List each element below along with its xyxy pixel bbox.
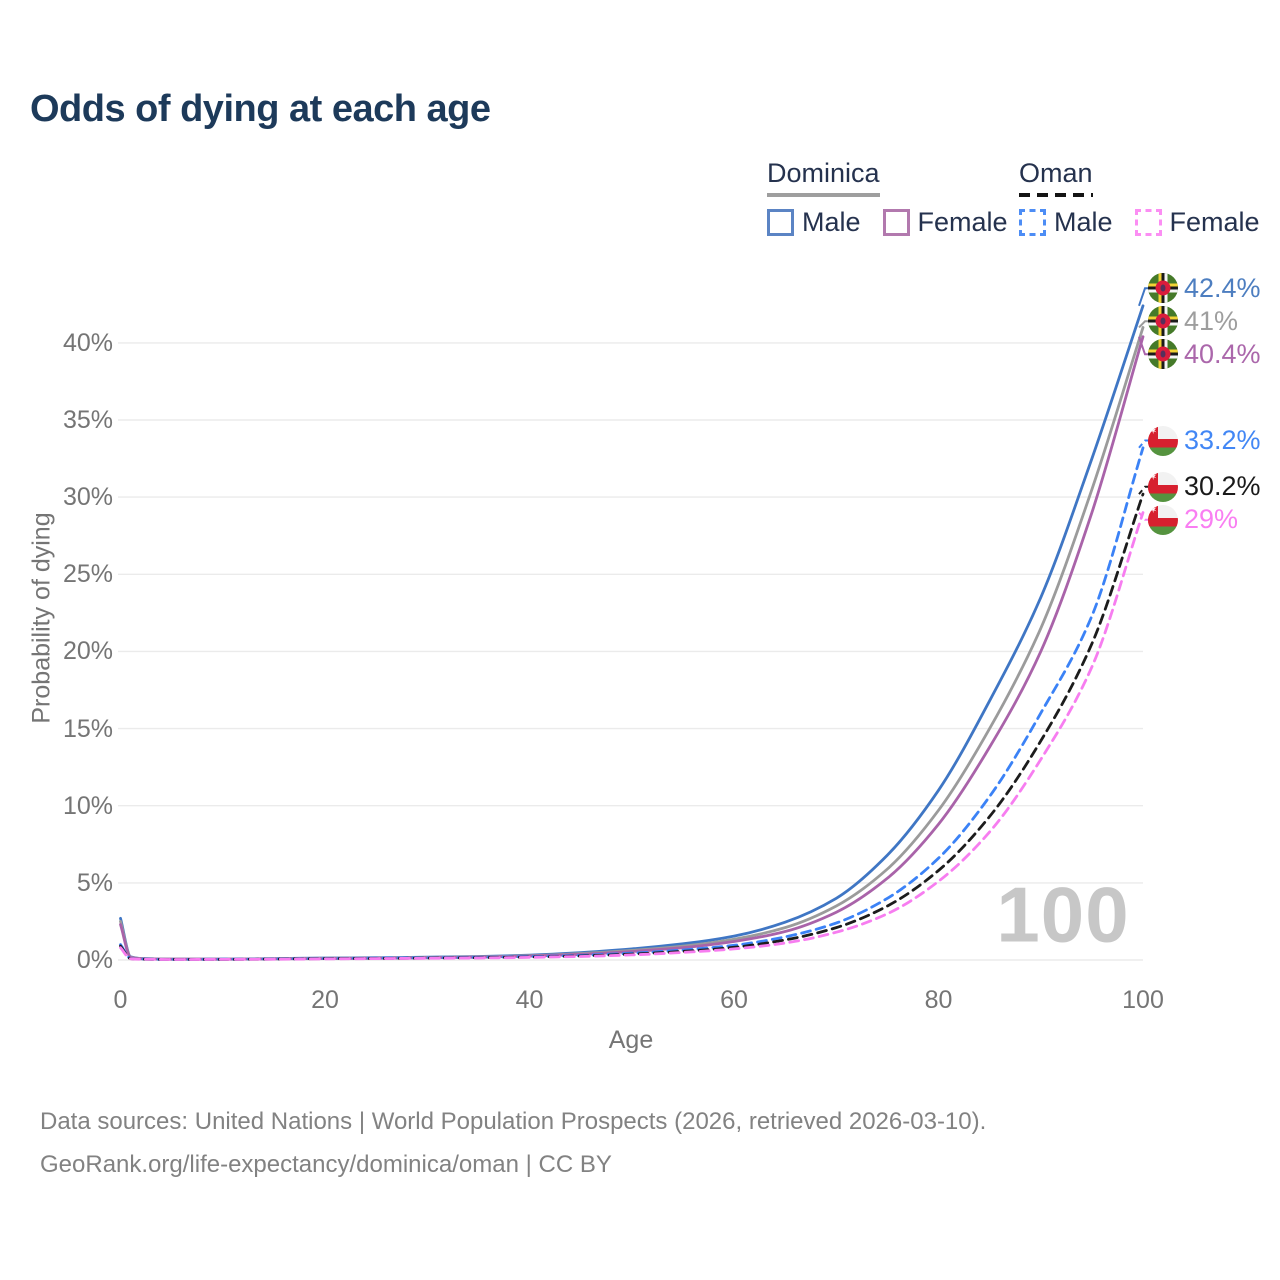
series-line-dominica-male: [119, 304, 1145, 961]
end-label-dominica-both: 41%: [1148, 305, 1238, 337]
legend-row-oman: Male Female: [1019, 207, 1260, 238]
dominica-female-swatch: [882, 209, 910, 236]
oman-dashed-line-swatch: [1019, 193, 1093, 197]
series-line-dominica-female: [119, 335, 1145, 961]
x-tick-label: 0: [113, 986, 128, 1014]
legend-item-oman-male[interactable]: Male: [1019, 207, 1113, 238]
dominica-male-swatch: [767, 209, 794, 236]
end-label-oman-male: ✶ 33.2%: [1148, 425, 1261, 457]
end-label-value: 29%: [1184, 504, 1239, 535]
x-axis-title: Age: [608, 1026, 654, 1054]
legend-country-dominica-label: Dominica: [767, 158, 880, 188]
end-label-value: 41%: [1184, 305, 1239, 336]
legend-item-oman-female[interactable]: Female: [1134, 207, 1260, 238]
legend-country-oman: Oman: [1019, 158, 1093, 197]
end-label-dominica-female: 40.4%: [1148, 338, 1261, 370]
legend-group-dominica: Dominica Male Female: [767, 158, 1008, 238]
y-tick-label: 0%: [76, 946, 113, 974]
oman-flag-icon: ✶: [1148, 425, 1178, 456]
dominica-female-label: Female: [917, 207, 1008, 237]
dominica-flag-icon: [1148, 339, 1178, 370]
y-tick-label: 30%: [62, 483, 113, 512]
y-tick-label: 35%: [62, 405, 113, 434]
end-label-value: 33.2%: [1184, 425, 1261, 456]
x-tick-label: 60: [720, 986, 748, 1014]
y-tick-label: 20%: [62, 637, 113, 666]
end-label-value: 30.2%: [1184, 471, 1261, 502]
footer: Data sources: United Nations | World Pop…: [40, 1100, 986, 1186]
oman-flag-icon: ✶: [1148, 471, 1178, 502]
oman-female-label: Female: [1169, 207, 1260, 237]
y-tick-label: 5%: [76, 868, 113, 897]
dominica-flag-icon: [1148, 273, 1178, 304]
x-tick-label: 20: [311, 986, 339, 1014]
legend-country-dominica: Dominica: [767, 158, 880, 197]
oman-male-swatch: [1019, 209, 1046, 236]
oman-female-swatch: [1134, 209, 1162, 236]
dominica-flag-icon: [1148, 306, 1178, 337]
end-label-oman-female: ✶ 29%: [1148, 504, 1238, 536]
oman-male-label: Male: [1054, 207, 1113, 237]
legend-item-dominica-male[interactable]: Male: [767, 207, 861, 238]
x-tick-label: 40: [515, 986, 544, 1014]
end-label-value: 42.4%: [1184, 272, 1261, 303]
y-tick-label: 10%: [62, 791, 113, 820]
y-tick-label: 15%: [62, 714, 113, 743]
end-label-oman-both: ✶ 30.2%: [1148, 471, 1261, 503]
y-tick-label: 40%: [62, 328, 113, 357]
legend-row-dominica: Male Female: [767, 207, 1008, 238]
legend-group-oman: Oman Male Female: [1019, 158, 1260, 238]
end-label-dominica-male: 42.4%: [1148, 272, 1261, 304]
series-line-dominica-both: [119, 326, 1145, 961]
y-tick-label: 25%: [62, 560, 113, 589]
series-line-oman-female: [119, 511, 1145, 961]
legend-country-oman-label: Oman: [1019, 158, 1093, 188]
dominica-solid-line-swatch: [767, 193, 880, 197]
oman-flag-icon: ✶: [1148, 504, 1178, 535]
x-tick-label: 100: [1122, 986, 1164, 1014]
end-label-value: 40.4%: [1184, 338, 1261, 369]
footer-sources: Data sources: United Nations | World Pop…: [40, 1108, 987, 1135]
age-watermark: 100: [996, 870, 1130, 959]
page-title: Odds of dying at each age: [30, 88, 491, 130]
dominica-male-label: Male: [802, 207, 861, 237]
footer-attribution: GeoRank.org/life-expectancy/dominica/oma…: [40, 1151, 612, 1178]
legend-item-dominica-female[interactable]: Female: [882, 207, 1008, 238]
x-tick-label: 80: [924, 986, 953, 1014]
